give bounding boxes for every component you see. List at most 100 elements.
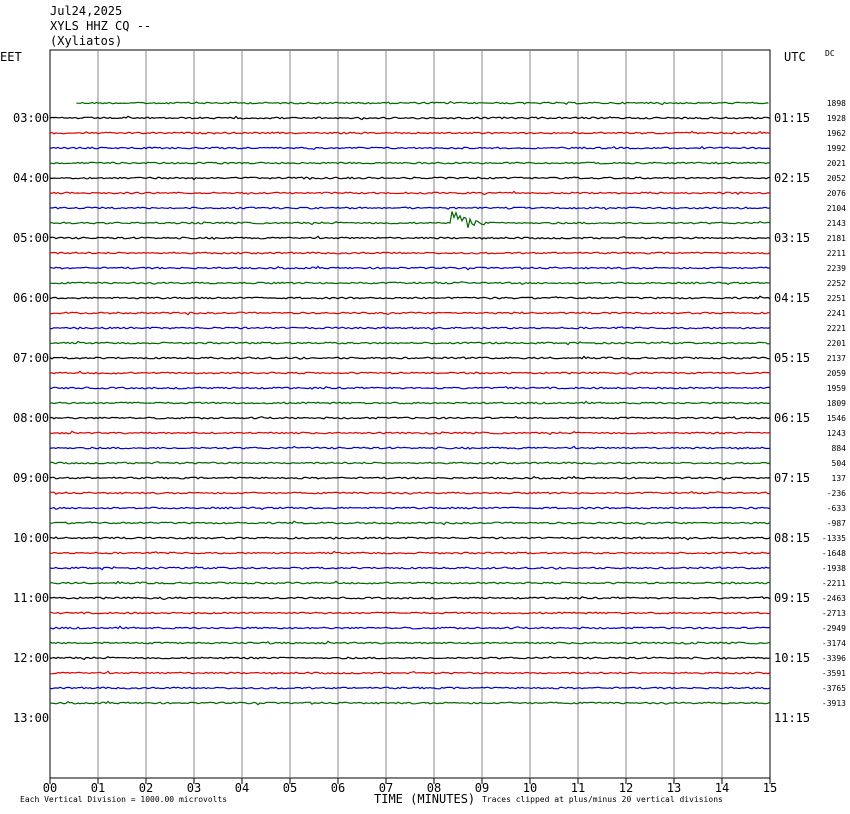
trace-line <box>49 460 771 465</box>
trace-line <box>49 520 771 526</box>
dc-value-label: -3396 <box>822 654 846 663</box>
dc-value-label: -3913 <box>822 699 846 708</box>
trace-line <box>49 251 771 255</box>
x-tick-label-12: 12 <box>619 781 633 795</box>
trace-line <box>49 700 771 706</box>
trace-line <box>50 326 771 331</box>
left-hour-label: 06:00 <box>13 291 49 305</box>
left-hour-label: 12:00 <box>13 651 49 665</box>
right-hour-label: 08:15 <box>774 531 810 545</box>
vertical-division-note: Each Vertical Division = 1000.00 microvo… <box>20 795 228 804</box>
trace-line <box>49 686 771 690</box>
trace-line <box>49 130 771 135</box>
dc-value-label: 2221 <box>827 324 846 333</box>
right-hour-label: 10:15 <box>774 651 810 665</box>
x-tick-label-15: 15 <box>763 781 777 795</box>
dc-value-label: 2143 <box>827 219 846 228</box>
dc-value-label: 2241 <box>827 309 846 318</box>
left-hour-label: 13:00 <box>13 711 49 725</box>
dc-value-label: 2251 <box>827 294 846 303</box>
right-hour-label: 05:15 <box>774 351 810 365</box>
x-tick-label-05: 05 <box>283 781 297 795</box>
right-hour-label: 07:15 <box>774 471 810 485</box>
dc-value-label: 1962 <box>827 129 846 138</box>
trace-line <box>49 596 771 601</box>
trace-line <box>49 190 771 196</box>
trace-line <box>49 655 771 661</box>
left-hour-label: 09:00 <box>13 471 49 485</box>
trace-line <box>49 161 771 165</box>
dc-value-label: 2252 <box>827 279 846 288</box>
dc-value-label: -633 <box>827 504 846 513</box>
x-tick-label-07: 07 <box>379 781 393 795</box>
x-tick-label-09: 09 <box>475 781 489 795</box>
x-tick-label-01: 01 <box>91 781 105 795</box>
dc-value-label: 1546 <box>827 414 846 423</box>
dc-value-label: 2201 <box>827 339 846 348</box>
header-station: XYLS HHZ CQ -- <box>50 19 152 33</box>
trace-line <box>49 445 771 450</box>
left-timezone-label: EET <box>0 50 22 64</box>
trace-line <box>49 370 771 376</box>
chart-labels: 00 01 02 03 04 05 06 07 08 09 10 11 12 13 14 15 03:00 01:… <box>13 99 846 795</box>
trace-line <box>49 400 771 405</box>
dc-value-label: -3174 <box>822 639 846 648</box>
trace-line <box>49 206 771 210</box>
trace-line <box>49 670 771 675</box>
chart-frame <box>49 49 771 779</box>
trace-line <box>76 101 769 106</box>
trace-line <box>49 625 771 630</box>
trace-line <box>49 580 771 585</box>
trace-line <box>49 475 771 481</box>
dc-value-label: 1959 <box>827 384 846 393</box>
trace-line <box>49 176 771 181</box>
trace-line <box>49 386 771 390</box>
dc-label: DC <box>825 49 835 58</box>
trace-line <box>49 415 771 420</box>
dc-value-label: 2059 <box>827 369 846 378</box>
dc-value-label: 504 <box>832 459 847 468</box>
trace-line <box>49 566 771 571</box>
x-tick-label-02: 02 <box>139 781 153 795</box>
dc-value-label: 2181 <box>827 234 846 243</box>
trace-line <box>49 340 771 346</box>
left-hour-label: 04:00 <box>13 171 49 185</box>
x-tick-label-06: 06 <box>331 781 345 795</box>
trace-line <box>49 355 770 360</box>
dc-value-label: 137 <box>832 474 847 483</box>
dc-value-label: -2463 <box>822 594 846 603</box>
trace-line <box>49 430 771 436</box>
x-tick-label-08: 08 <box>427 781 441 795</box>
trace-line <box>49 506 771 511</box>
right-hour-label: 02:15 <box>774 171 810 185</box>
left-hour-label: 03:00 <box>13 111 49 125</box>
dc-value-label: 1809 <box>827 399 846 408</box>
dc-value-label: 2211 <box>827 249 846 258</box>
x-tick-label-04: 04 <box>235 781 249 795</box>
dc-value-label: 2021 <box>827 159 846 168</box>
chart-grid <box>49 49 771 784</box>
dc-value-label: 1243 <box>827 429 846 438</box>
x-tick-label-10: 10 <box>523 781 537 795</box>
clip-note: Traces clipped at plus/minus 20 vertical… <box>482 795 723 804</box>
x-tick-label-00: 00 <box>43 781 57 795</box>
dc-value-label: -1938 <box>822 564 846 573</box>
right-hour-label: 09:15 <box>774 591 810 605</box>
x-tick-label-14: 14 <box>715 781 729 795</box>
dc-value-label: 884 <box>832 444 847 453</box>
x-tick-label-13: 13 <box>667 781 681 795</box>
dc-value-label: 2076 <box>827 189 846 198</box>
dc-value-label: 1992 <box>827 144 846 153</box>
trace-line <box>49 311 771 316</box>
trace-line <box>49 145 771 150</box>
trace-line <box>49 115 771 121</box>
left-hour-label: 05:00 <box>13 231 49 245</box>
header-location: (Xyliatos) <box>50 34 123 48</box>
dc-value-label: -3765 <box>822 684 846 693</box>
trace-line <box>49 281 771 286</box>
dc-value-label: -1648 <box>822 549 846 558</box>
left-hour-label: 07:00 <box>13 351 49 365</box>
trace-line <box>49 611 771 615</box>
chart-traces <box>49 101 771 706</box>
